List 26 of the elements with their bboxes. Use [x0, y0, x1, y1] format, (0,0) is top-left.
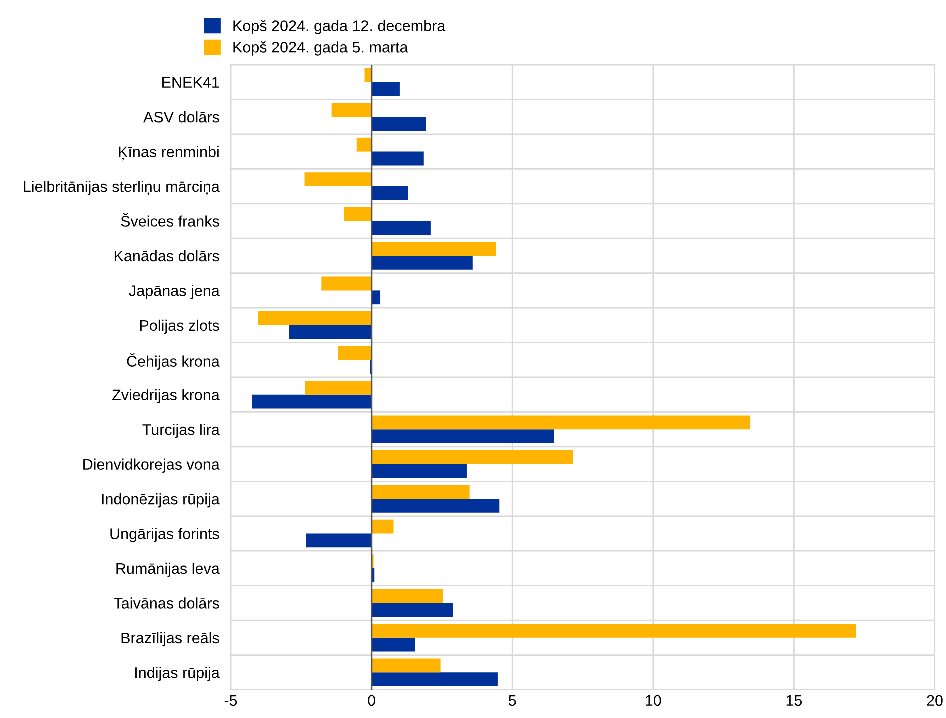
- y-tick-label: Rumānijas leva: [116, 562, 220, 578]
- y-tick-label: Polijas zlots: [140, 320, 220, 334]
- y-tick-label: ENEK41: [162, 77, 220, 88]
- y-tick-label: Turcijas lira: [142, 424, 220, 438]
- x-tick-label: 20: [927, 695, 943, 706]
- y-tick-label: Kanādas dolārs: [114, 250, 220, 262]
- y-tick-label: Čehijas krona: [127, 353, 220, 370]
- y-tick-label: Ungārijas forints: [110, 528, 220, 542]
- x-tick-label: -5: [224, 695, 238, 706]
- y-tick-label: Indonēzijas rūpija: [102, 493, 220, 508]
- y-tick-label: Japānas jena: [129, 285, 220, 300]
- y-tick-label: Zviedrijas krona: [112, 389, 220, 404]
- y-tick-label: Taivānas dolārs: [114, 598, 220, 609]
- y-tick-label: Dienvidkorejas vona: [84, 458, 220, 474]
- y-tick-label: Lielbritānijas sterliņu mārciņa: [24, 180, 220, 196]
- y-tick-label: Indijas rūpija: [136, 667, 220, 682]
- legend-label: Kopš 2024. gada 12. decembra: [234, 20, 446, 34]
- x-tick-label: 10: [646, 695, 662, 706]
- y-tick-label: ASV dolārs: [143, 112, 220, 123]
- x-tick-label: 15: [786, 695, 802, 706]
- x-tick-label: 5: [508, 695, 516, 706]
- legend-label: Kopš 2024. gada 5. marta: [234, 42, 408, 56]
- y-tick-label: Brazīlijas reāls: [122, 632, 220, 647]
- x-tick-label: 0: [368, 695, 376, 706]
- y-tick-label: Šveices franks: [121, 213, 220, 227]
- y-tick-label: Ķīnas renminbi: [119, 146, 219, 161]
